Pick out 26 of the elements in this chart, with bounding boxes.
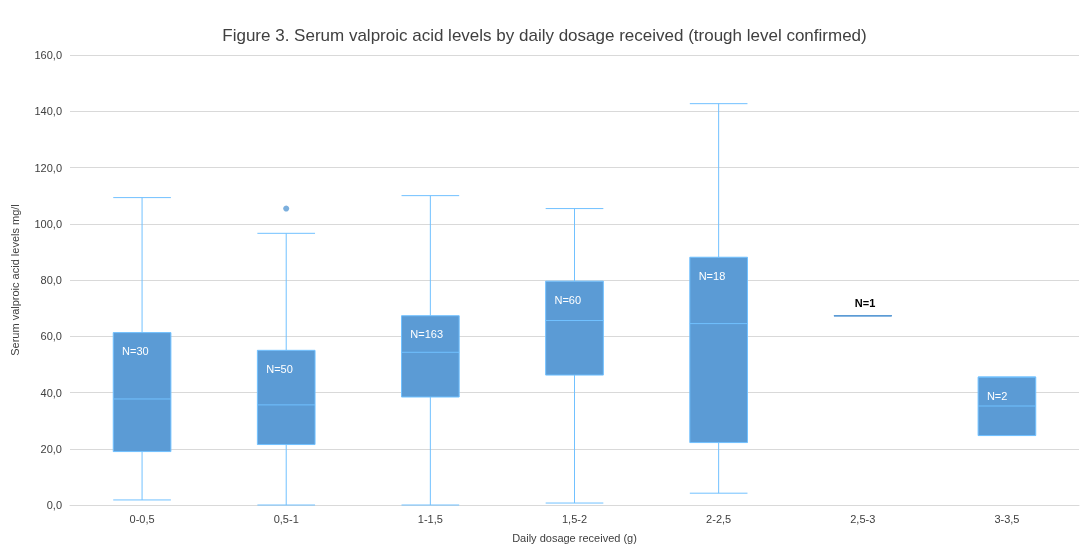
y-tick-label: 140,0: [34, 105, 62, 118]
annotation: N=163: [410, 328, 444, 341]
annotation: N=1: [854, 297, 876, 310]
annotation: N=30: [122, 345, 149, 358]
x-tick-label: 1-1,5: [417, 512, 443, 525]
y-tick-label: 60,0: [40, 330, 62, 343]
y-axis-title: Serum valproic acid levels mg/l: [8, 204, 21, 356]
y-tick-label: 0,0: [46, 499, 62, 511]
x-tick-label: 2-2,5: [706, 512, 732, 525]
y-tick-label: 20,0: [40, 442, 62, 455]
y-tick-label: 80,0: [40, 274, 62, 286]
annotation: N=18: [698, 269, 726, 282]
annotation: N=60: [554, 293, 582, 306]
y-tick-label: 40,0: [40, 386, 62, 399]
x-axis-title: Daily dosage received (g): [512, 531, 637, 544]
y-tick-label: 160,0: [34, 49, 62, 61]
annotation: N=50: [266, 362, 293, 375]
x-tick-label: 1,5-2: [561, 512, 588, 525]
x-tick-label: 0-0,5: [129, 512, 155, 525]
y-tick-label: 100,0: [34, 217, 62, 230]
annotation: N=2: [986, 389, 1008, 402]
y-tick-label: 120,0: [34, 161, 62, 174]
x-tick-label: 0,5-1: [273, 512, 299, 525]
x-tick-label: 2,5-3: [850, 512, 876, 525]
x-tick-label: 3-3,5: [994, 512, 1020, 525]
chart-title: Figure 3. Serum valproic acid levels by daily dosage received (trough level confirmed): [222, 26, 867, 45]
